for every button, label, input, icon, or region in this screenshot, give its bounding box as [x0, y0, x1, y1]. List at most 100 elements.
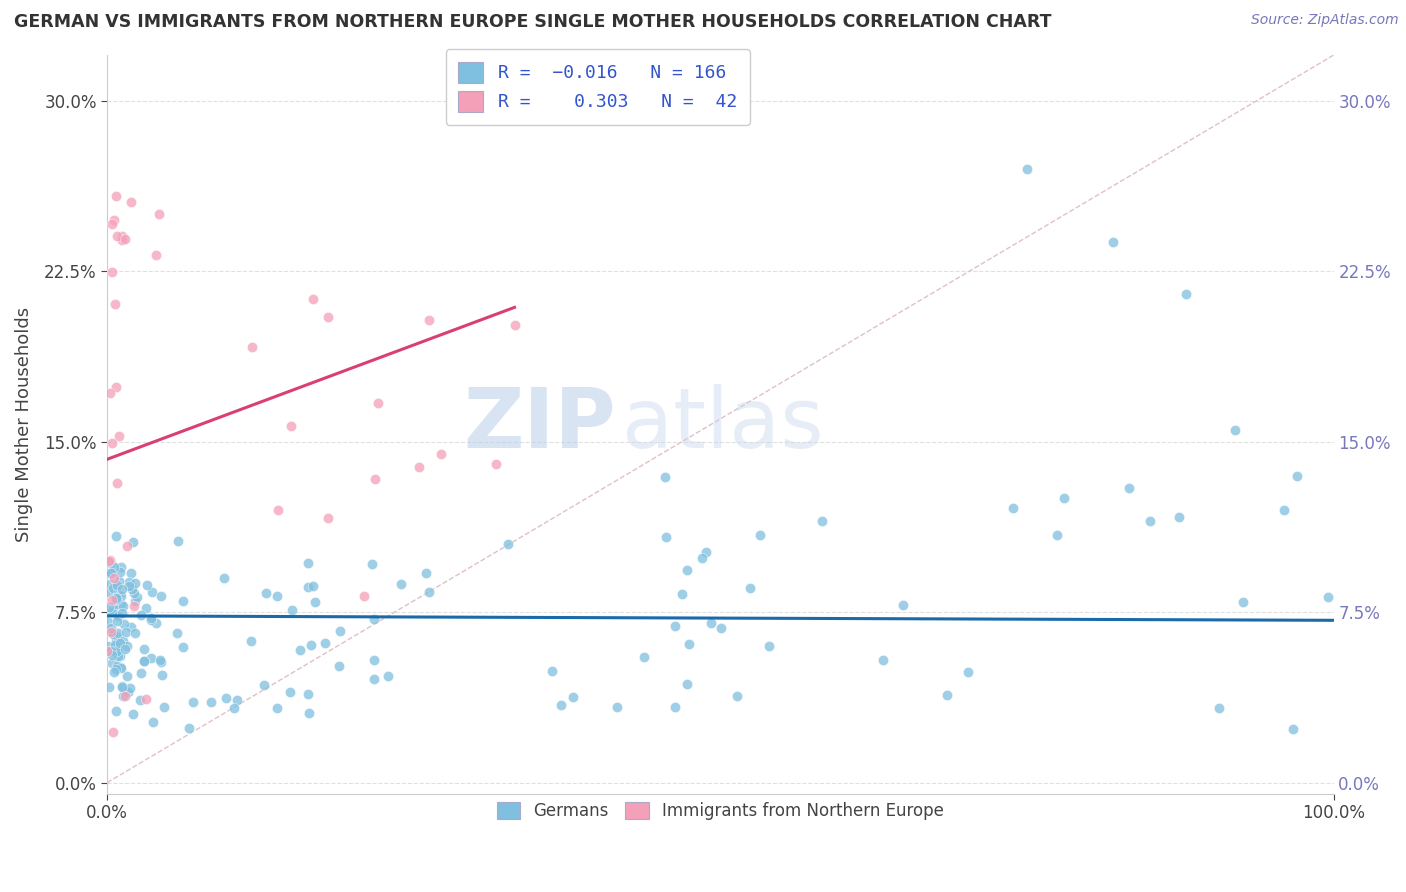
Point	[329, 624, 352, 639]
Point	[690, 550, 713, 565]
Point	[316, 511, 339, 525]
Point	[114, 232, 136, 246]
Point	[120, 566, 142, 580]
Point	[104, 379, 127, 393]
Point	[120, 195, 142, 210]
Point	[105, 578, 128, 592]
Point	[111, 607, 134, 621]
Point	[141, 651, 163, 665]
Point	[280, 419, 302, 434]
Point	[606, 700, 628, 714]
Point	[135, 601, 157, 615]
Point	[1168, 509, 1191, 524]
Point	[110, 560, 132, 574]
Point	[418, 585, 440, 599]
Legend: Germans, Immigrants from Northern Europe: Germans, Immigrants from Northern Europe	[491, 795, 950, 826]
Point	[1101, 235, 1123, 249]
Point	[288, 643, 311, 657]
Point	[738, 581, 761, 595]
Point	[314, 636, 336, 650]
Point	[353, 589, 375, 603]
Text: Source: ZipAtlas.com: Source: ZipAtlas.com	[1251, 13, 1399, 28]
Point	[105, 614, 128, 628]
Text: atlas: atlas	[623, 384, 824, 465]
Point	[127, 590, 149, 604]
Point	[142, 714, 165, 729]
Point	[541, 664, 564, 678]
Point	[301, 292, 323, 306]
Point	[108, 565, 131, 579]
Point	[105, 662, 128, 676]
Point	[114, 689, 136, 703]
Point	[103, 665, 125, 679]
Point	[678, 637, 700, 651]
Point	[104, 639, 127, 653]
Point	[1015, 161, 1038, 176]
Point	[1118, 481, 1140, 495]
Point	[149, 589, 172, 603]
Point	[101, 436, 124, 450]
Point	[132, 654, 155, 668]
Point	[129, 607, 152, 622]
Point	[114, 624, 136, 639]
Point	[304, 595, 326, 609]
Point	[181, 695, 204, 709]
Point	[105, 643, 128, 657]
Point	[363, 612, 385, 626]
Point	[111, 229, 134, 244]
Point	[108, 649, 131, 664]
Point	[418, 313, 440, 327]
Point	[103, 559, 125, 574]
Point	[430, 446, 453, 460]
Point	[1285, 468, 1308, 483]
Point	[103, 212, 125, 227]
Point	[281, 603, 304, 617]
Point	[122, 599, 145, 613]
Point	[132, 642, 155, 657]
Point	[141, 613, 163, 627]
Point	[1272, 503, 1295, 517]
Point	[149, 655, 172, 669]
Point	[389, 577, 412, 591]
Point	[110, 636, 132, 650]
Point	[110, 597, 132, 611]
Point	[121, 582, 143, 597]
Point	[363, 672, 385, 686]
Point	[104, 634, 127, 648]
Point	[278, 685, 301, 699]
Point	[299, 638, 322, 652]
Point	[105, 228, 128, 243]
Point	[111, 680, 134, 694]
Point	[122, 585, 145, 599]
Point	[115, 639, 138, 653]
Point	[145, 247, 167, 261]
Point	[179, 721, 201, 735]
Point	[105, 189, 128, 203]
Point	[145, 616, 167, 631]
Point	[664, 619, 686, 633]
Point	[101, 593, 124, 607]
Point	[105, 592, 128, 607]
Point	[111, 233, 134, 247]
Point	[101, 217, 124, 231]
Point	[135, 691, 157, 706]
Point	[107, 626, 129, 640]
Point	[105, 705, 128, 719]
Point	[222, 701, 245, 715]
Point	[118, 575, 141, 590]
Point	[104, 591, 127, 605]
Text: ZIP: ZIP	[464, 384, 616, 465]
Point	[710, 621, 733, 635]
Point	[363, 653, 385, 667]
Point	[101, 605, 124, 619]
Point	[107, 592, 129, 607]
Point	[105, 659, 128, 673]
Point	[100, 625, 122, 640]
Point	[297, 556, 319, 570]
Point	[633, 650, 655, 665]
Point	[695, 545, 717, 559]
Point	[105, 475, 128, 490]
Point	[415, 566, 437, 581]
Point	[725, 689, 748, 703]
Text: GERMAN VS IMMIGRANTS FROM NORTHERN EUROPE SINGLE MOTHER HOUSEHOLDS CORRELATION C: GERMAN VS IMMIGRANTS FROM NORTHERN EUROP…	[14, 13, 1052, 31]
